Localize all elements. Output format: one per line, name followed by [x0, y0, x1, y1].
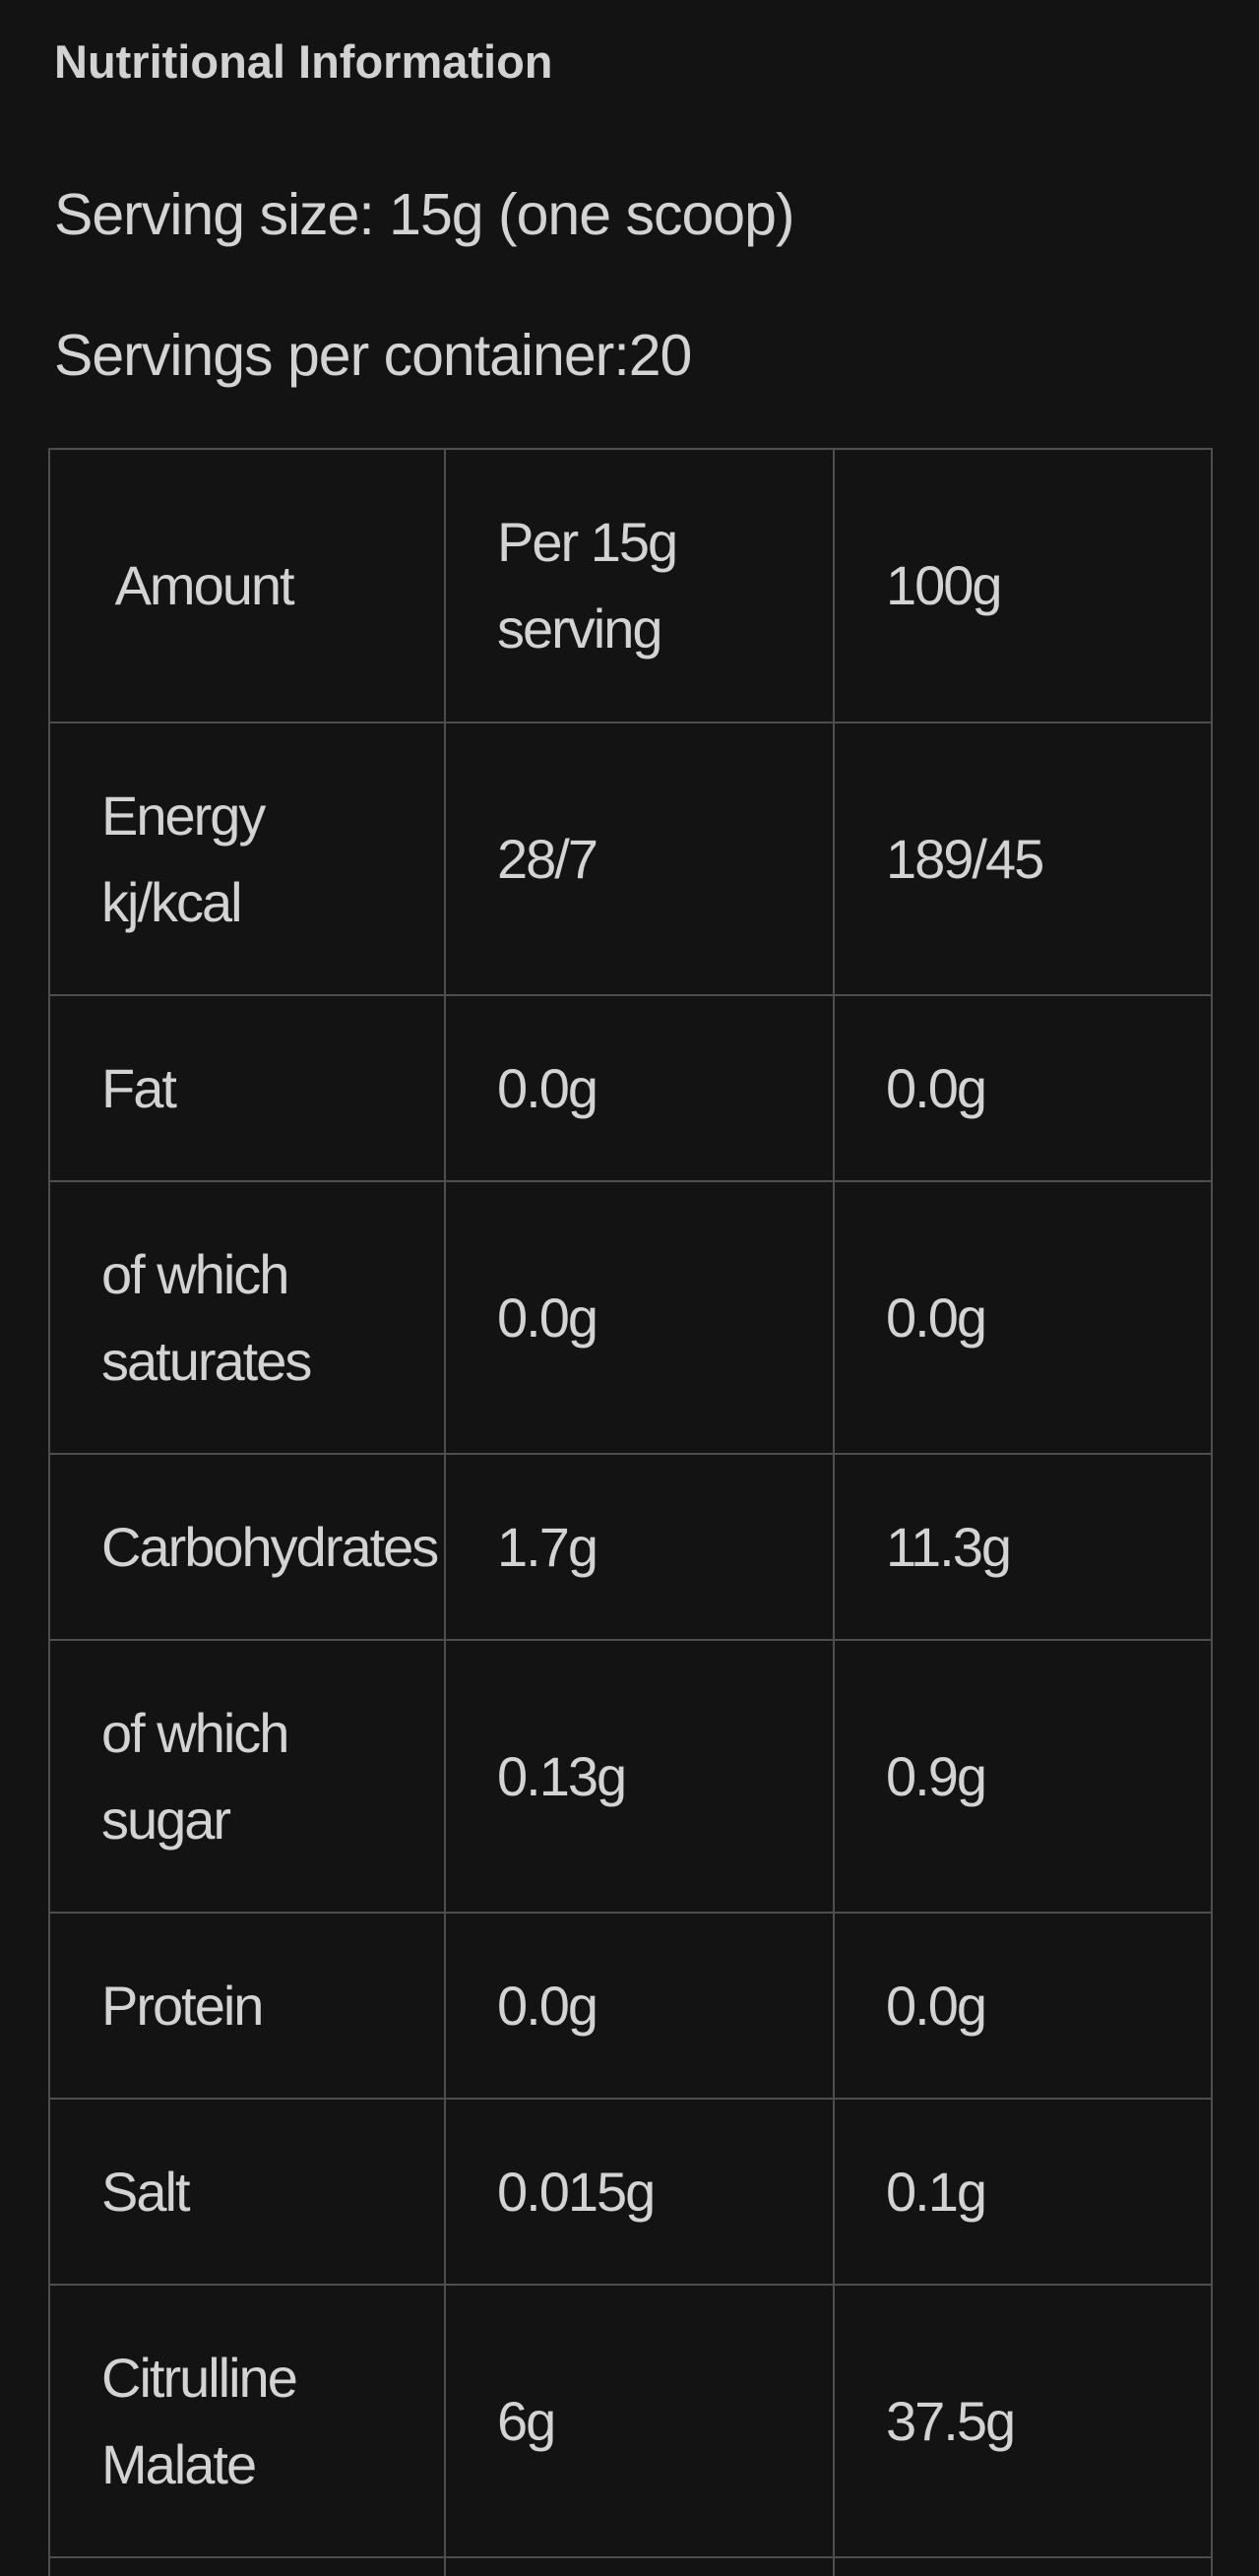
table-row-citrulline-malate: Citrulline Malate 6g 37.5g — [48, 2284, 1213, 2558]
per-serving-cell: 28/7 — [444, 722, 835, 996]
table-row-protein: Protein 0.0g 0.0g — [48, 1912, 1213, 2100]
table-row-salt: Salt 0.015g 0.1g — [48, 2098, 1213, 2286]
per-100g-cell: 11.3g — [833, 1453, 1213, 1641]
per-serving-cell: 1.7g — [444, 1453, 835, 1641]
servings-per-container-text: Servings per container:20 — [54, 323, 692, 388]
row-label-cell: Citrulline Malate — [48, 2284, 446, 2558]
row-label-cell: of which sugar — [48, 1639, 446, 1914]
row-label-cell: of which saturates — [48, 1180, 446, 1455]
per-100g-cell: 0.1g — [833, 2098, 1213, 2286]
per-100g-cell: 0.0g — [833, 994, 1213, 1182]
table-header-row: Amount Per 15g serving 100g — [48, 448, 1213, 723]
row-label-cell: Salt — [48, 2098, 446, 2286]
serving-size-text: Serving size: 15g (one scoop) — [54, 182, 795, 247]
per-100g-cell: 0.9g — [833, 1639, 1213, 1914]
column-header-amount: Amount — [48, 448, 446, 723]
per-100g-cell: 0.0g — [833, 1912, 1213, 2100]
table-row-partial — [48, 2556, 1213, 2576]
page-title: Nutritional Information — [54, 35, 553, 88]
per-100g-cell: 189/45 — [833, 722, 1213, 996]
table-row-carbohydrates: Carbohydrates 1.7g 11.3g — [48, 1453, 1213, 1641]
per-serving-cell: 6g — [444, 2284, 835, 2558]
table-row-saturates: of which saturates 0.0g 0.0g — [48, 1180, 1213, 1455]
row-label-cell: Energy kj/kcal — [48, 722, 446, 996]
table-row-sugar: of which sugar 0.13g 0.9g — [48, 1639, 1213, 1914]
per-serving-cell — [444, 2556, 835, 2576]
nutrition-table: Amount Per 15g serving 100g Energy kj/kc… — [48, 448, 1213, 2576]
row-label-cell: Carbohydrates — [48, 1453, 446, 1641]
table-row-fat: Fat 0.0g 0.0g — [48, 994, 1213, 1182]
column-header-per-serving: Per 15g serving — [444, 448, 835, 723]
per-serving-cell: 0.0g — [444, 1180, 835, 1455]
row-label-cell: Fat — [48, 994, 446, 1182]
per-serving-cell: 0.0g — [444, 994, 835, 1182]
per-serving-cell: 0.13g — [444, 1639, 835, 1914]
per-100g-cell — [833, 2556, 1213, 2576]
per-100g-cell: 37.5g — [833, 2284, 1213, 2558]
per-serving-cell: 0.0g — [444, 1912, 835, 2100]
table-row-energy: Energy kj/kcal 28/7 189/45 — [48, 722, 1213, 996]
column-header-100g: 100g — [833, 448, 1213, 723]
row-label-cell: Protein — [48, 1912, 446, 2100]
row-label-cell — [48, 2556, 446, 2576]
per-serving-cell: 0.015g — [444, 2098, 835, 2286]
per-100g-cell: 0.0g — [833, 1180, 1213, 1455]
